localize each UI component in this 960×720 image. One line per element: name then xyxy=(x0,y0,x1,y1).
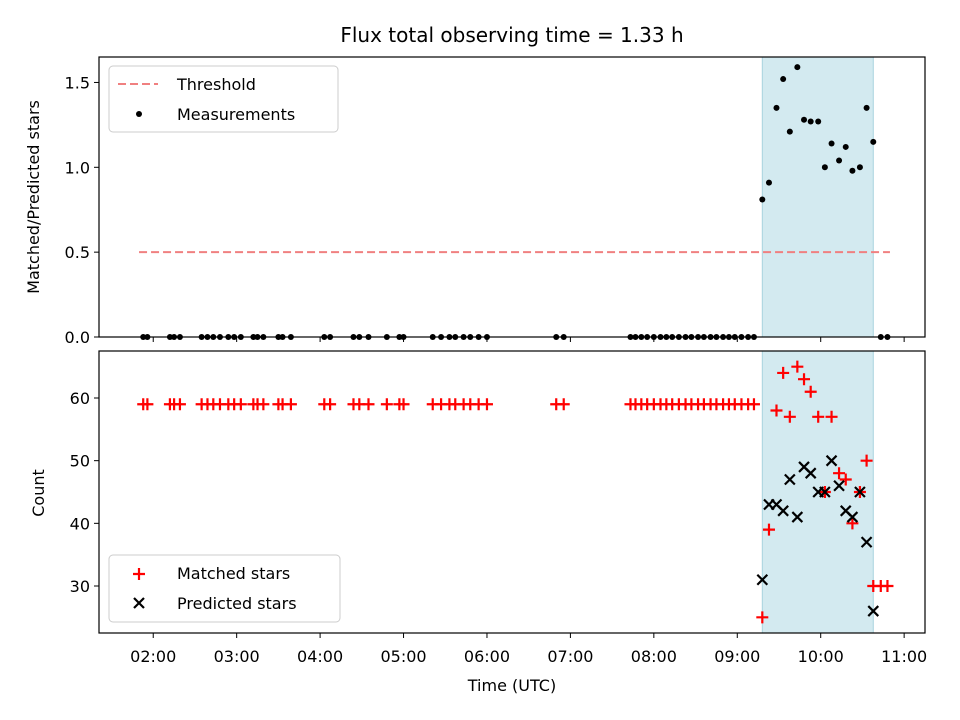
measurement-point xyxy=(815,118,822,125)
measurement-point xyxy=(765,179,772,186)
legend-matched-swatch xyxy=(133,568,145,580)
x-tick-label: 10:00 xyxy=(798,647,844,666)
matched-star-marker xyxy=(812,410,825,423)
measurement-point xyxy=(870,138,877,145)
x-tick-label: 04:00 xyxy=(297,647,343,666)
x-tick-label: 07:00 xyxy=(547,647,593,666)
x-tick-label: 11:00 xyxy=(881,647,927,666)
top-y-tick-label: 1.0 xyxy=(65,158,90,177)
predicted-star-marker xyxy=(777,505,789,517)
x-axis-label: Time (UTC) xyxy=(467,676,556,695)
bottom-y-tick-label: 50 xyxy=(70,452,90,471)
measurement-point xyxy=(863,104,870,111)
matched-star-marker xyxy=(783,410,796,423)
measurement-point xyxy=(801,116,808,123)
matched-star-marker xyxy=(141,398,154,411)
matched-star-marker xyxy=(846,517,859,530)
bottom-plot-frame xyxy=(98,350,926,634)
predicted-star-marker xyxy=(854,486,866,498)
matched-star-marker xyxy=(833,467,846,480)
top-legend: Threshold Measurements xyxy=(108,65,339,133)
matched-star-marker xyxy=(747,398,760,411)
measurement-point xyxy=(836,157,843,164)
matched-star-marker xyxy=(397,398,410,411)
matched-star-marker xyxy=(798,373,811,386)
x-tick-label: 06:00 xyxy=(464,647,510,666)
top-observing-window-shade xyxy=(761,56,874,338)
top-panel: Flux total observing time = 1.33 h Match… xyxy=(24,23,926,347)
predicted-star-marker xyxy=(846,511,859,523)
matched-star-marker xyxy=(284,398,297,411)
top-plot-area: 0.0 0.5 1.0 1.5 Threshold Measurements xyxy=(65,56,926,347)
x-tick-label: 09:00 xyxy=(714,647,760,666)
legend-predicted-label: Predicted stars xyxy=(177,594,297,613)
matched-star-marker xyxy=(881,580,894,592)
predicted-star-marker xyxy=(867,605,880,617)
matched-star-marker xyxy=(804,385,817,398)
predicted-star-marker xyxy=(819,486,831,498)
legend-measurements-label: Measurements xyxy=(177,105,295,124)
top-y-tick-label: 0.5 xyxy=(65,243,90,262)
predicted-star-marker xyxy=(756,573,769,586)
x-tick-label: 02:00 xyxy=(130,647,176,666)
bottom-y-tick-label: 30 xyxy=(70,577,90,596)
bottom-y-tick-label: 40 xyxy=(70,514,90,533)
predicted-star-marker xyxy=(791,511,804,523)
bottom-plot-area: 30 40 50 60 02:00 03:00 04:00 05:00 06:00 07:00 08… xyxy=(70,350,927,666)
legend-measurements-swatch xyxy=(136,111,142,117)
top-y-tick-label: 1.5 xyxy=(65,73,90,92)
measurement-point xyxy=(821,164,828,171)
measurement-point xyxy=(828,140,835,147)
matched-star-marker xyxy=(839,473,852,486)
bottom-y-tick-label: 60 xyxy=(70,389,90,408)
bottom-y-axis-label: Count xyxy=(29,469,48,517)
bottom-legend-box xyxy=(108,554,341,623)
top-legend-box xyxy=(108,65,339,133)
matched-star-marker xyxy=(557,398,570,411)
matched-star-marker xyxy=(777,366,790,379)
matched-star-marker xyxy=(380,398,393,411)
matched-star-marker xyxy=(480,398,493,411)
predicted-star-marker xyxy=(825,454,838,467)
measurement-point xyxy=(786,128,793,135)
predicted-star-marker xyxy=(860,536,873,548)
matched-star-marker xyxy=(362,398,375,411)
predicted-star-marker xyxy=(784,473,796,486)
bottom-panel: Count Time (UTC) 30 40 50 60 02:00 03:00 04:00… xyxy=(29,350,927,695)
matched-star-marker xyxy=(756,611,769,624)
matched-star-marker xyxy=(762,523,775,536)
x-tick-label: 03:00 xyxy=(214,647,260,666)
matched-star-marker xyxy=(257,398,270,411)
top-plot-frame xyxy=(98,56,926,338)
measurement-point xyxy=(842,143,849,150)
x-tick-label: 08:00 xyxy=(631,647,677,666)
matched-star-marker xyxy=(791,360,804,373)
x-tick-label: 05:00 xyxy=(380,647,426,666)
bottom-legend: Matched stars Predicted stars xyxy=(108,554,341,623)
measurement-point xyxy=(780,76,787,83)
measurement-point xyxy=(849,167,856,174)
predicted-star-marker xyxy=(833,479,845,492)
matched-star-marker xyxy=(234,398,247,411)
matched-star-marker xyxy=(173,398,186,411)
legend-predicted-swatch xyxy=(133,597,145,609)
top-y-axis-label: Matched/Predicted stars xyxy=(24,100,43,294)
matched-star-marker xyxy=(770,404,783,417)
predicted-star-marker xyxy=(804,467,817,479)
legend-matched-label: Matched stars xyxy=(177,564,290,583)
measurement-point xyxy=(807,118,814,125)
matched-star-marker xyxy=(860,454,873,467)
measurement-point xyxy=(773,104,780,111)
measurement-point xyxy=(856,164,863,171)
matched-star-marker xyxy=(825,410,838,423)
legend-threshold-label: Threshold xyxy=(176,75,256,94)
chart-title: Flux total observing time = 1.33 h xyxy=(340,23,683,47)
measurement-point xyxy=(794,64,801,71)
matched-star-marker xyxy=(324,398,337,411)
measurement-point xyxy=(759,196,766,203)
top-y-tick-label: 0.0 xyxy=(65,328,90,347)
